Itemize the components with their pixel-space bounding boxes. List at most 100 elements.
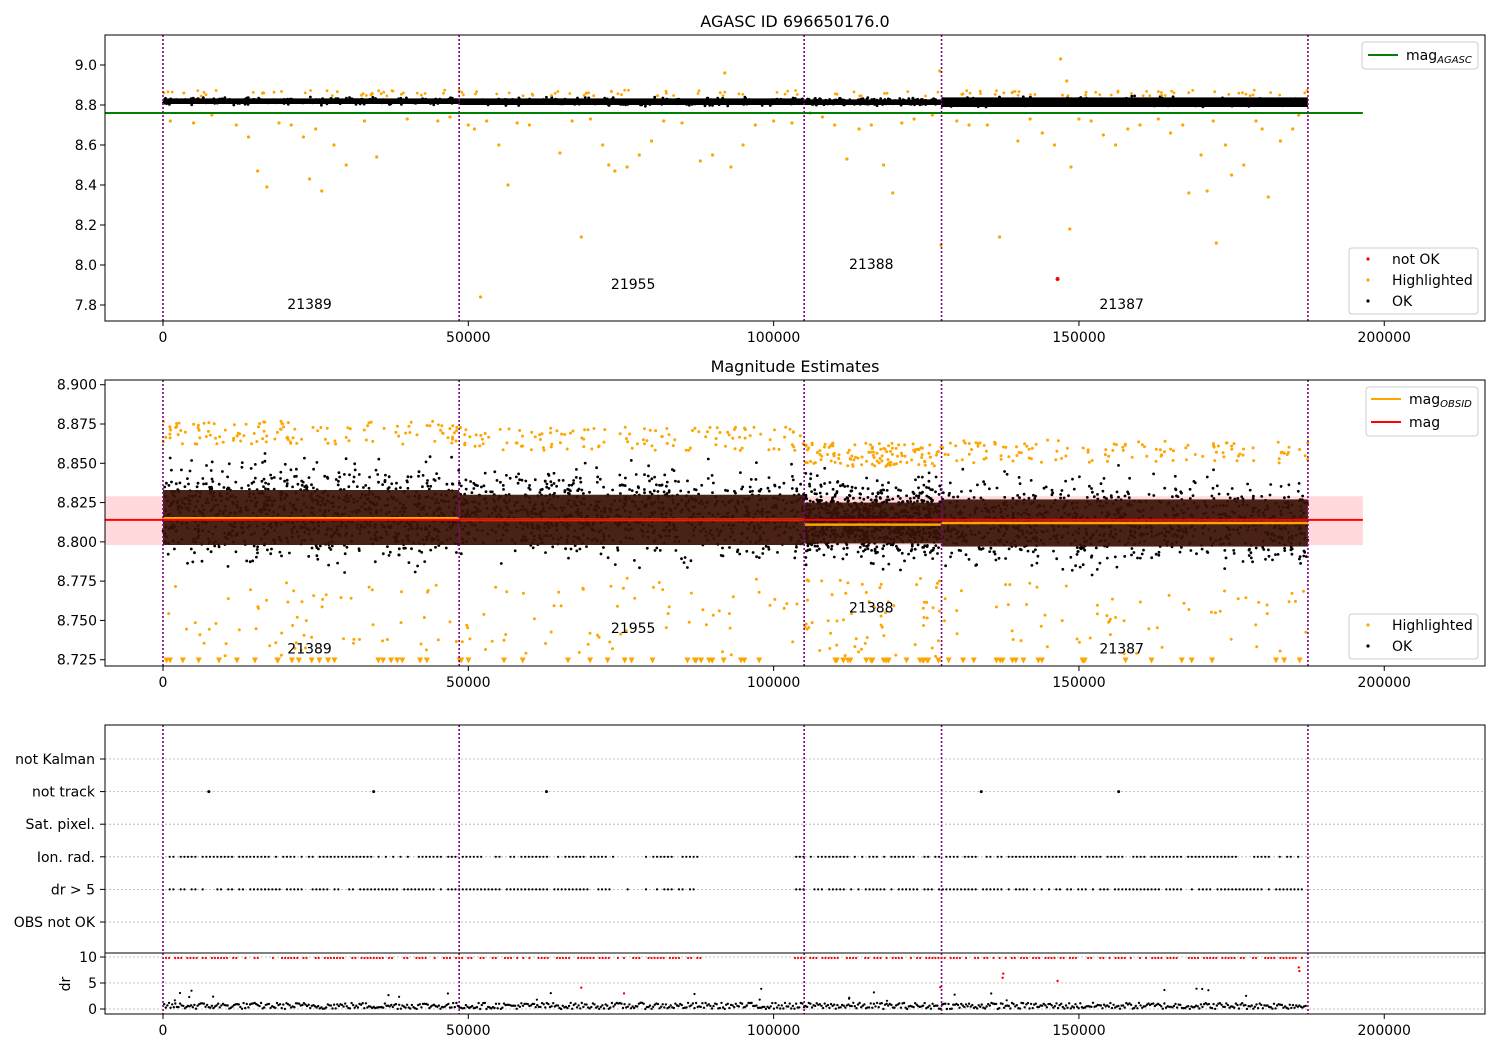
highlighted-point [170, 90, 174, 94]
ok-point-point [1261, 546, 1265, 549]
ok-point-point [381, 99, 385, 102]
ok-point-point [1123, 555, 1127, 558]
highlighted-point [1156, 117, 1160, 121]
highlighted-point [869, 123, 873, 127]
ok-point-point [644, 104, 647, 108]
highlighted-point [382, 90, 386, 94]
ok-point-point [454, 98, 458, 102]
highlighted-point [664, 89, 668, 93]
ok-point-point [246, 103, 250, 106]
ok-point-point [834, 99, 838, 102]
p1-ytick-label-2: 8.2 [75, 218, 97, 234]
ok-point-point [815, 549, 819, 552]
ok-point-point [1236, 497, 1240, 500]
ok-point-point [1078, 565, 1082, 569]
ok-point-point [1157, 550, 1161, 554]
ok-point-point [1030, 102, 1034, 105]
ok-point-point [524, 479, 528, 483]
ok-point-point [497, 97, 501, 101]
ok-point-point [1070, 568, 1074, 572]
ok-point-point [1132, 551, 1136, 554]
highlighted-point [967, 123, 971, 127]
ok-point-point [1211, 101, 1215, 105]
ok-point-point [674, 479, 677, 483]
ok-point-point [388, 550, 392, 554]
ok-point-point [614, 98, 618, 102]
ok-point-point [227, 98, 231, 102]
highlighted-point [309, 89, 312, 92]
ok-point-point [819, 495, 823, 498]
ok-point-point [251, 559, 255, 563]
highlighted-point [737, 92, 741, 96]
ok-point-point [873, 103, 876, 106]
ok-point-point [164, 96, 167, 100]
ok-point-point [700, 483, 704, 487]
ok-point-point [269, 473, 272, 477]
ok-point-point [929, 101, 932, 105]
ok-point-point [434, 545, 437, 549]
ok-point-point [434, 97, 438, 101]
highlighted-point [550, 94, 553, 97]
ok-point-point [759, 487, 763, 491]
ok-point-point [334, 478, 338, 481]
ok-point-point [1045, 104, 1049, 107]
ok-point-point [406, 475, 410, 479]
ok-point-point [1267, 554, 1271, 558]
ok-point-point [619, 492, 622, 495]
ok-point-point [757, 489, 761, 493]
ok-point-point [788, 100, 792, 103]
ok-point-point [845, 546, 849, 550]
ok-point-point [189, 97, 193, 100]
ok-point-point [1059, 496, 1062, 500]
ok-point-point [421, 97, 424, 101]
highlighted-point [1089, 119, 1093, 123]
ok-point-point [743, 95, 747, 99]
ok-point-point [531, 546, 535, 550]
ok-point-point [998, 95, 1001, 99]
ok-point-point [1034, 548, 1037, 552]
ok-point-point [474, 483, 478, 487]
ok-point-point [1188, 497, 1192, 500]
ok-point-point [1083, 548, 1087, 552]
ok-point-point [413, 570, 417, 574]
ok-point-point [414, 101, 418, 105]
ok-point-point [917, 475, 920, 479]
p1-xtick-label-0: 0 [159, 330, 168, 346]
ok-point-point [387, 475, 391, 479]
ok-point-point [264, 481, 267, 485]
ok-point-point [1277, 103, 1281, 106]
ok-point-point [190, 459, 194, 462]
highlighted-point [1013, 90, 1017, 93]
ok-point-point [759, 99, 763, 103]
ok-point-point [1087, 103, 1091, 107]
ok-point-point [1254, 546, 1258, 550]
ok-point-point [343, 473, 346, 476]
highlighted-point [1061, 93, 1064, 97]
highlighted-point [582, 93, 586, 97]
ok-point-point [1064, 479, 1067, 483]
highlighted-point [662, 119, 666, 123]
highlighted-point [1242, 163, 1246, 167]
highlighted-point [455, 425, 459, 429]
ok-point-point [918, 101, 921, 104]
ok-point-point [1192, 103, 1195, 107]
ok-point-point [373, 560, 377, 564]
highlighted-point [1138, 123, 1142, 127]
ok-point-point [1123, 494, 1127, 498]
ok-point-point [875, 479, 879, 483]
ok-point-point [255, 555, 258, 559]
ok-point-point [767, 489, 771, 493]
p1-obsid-label-0: 21389 [287, 297, 332, 313]
highlighted-point [857, 127, 861, 131]
ok-point-point [865, 476, 868, 480]
ok-point-point [489, 102, 493, 105]
ok-point-point [1116, 98, 1120, 102]
ok-point-point [861, 97, 865, 101]
ok-point-point [1094, 546, 1098, 550]
highlighted-point [1113, 143, 1118, 147]
highlighted-point [1227, 93, 1231, 96]
ok-point-point [288, 551, 291, 555]
ok-point-point [169, 97, 173, 101]
ok-point-point [213, 544, 217, 548]
highlighted-point [177, 421, 181, 425]
